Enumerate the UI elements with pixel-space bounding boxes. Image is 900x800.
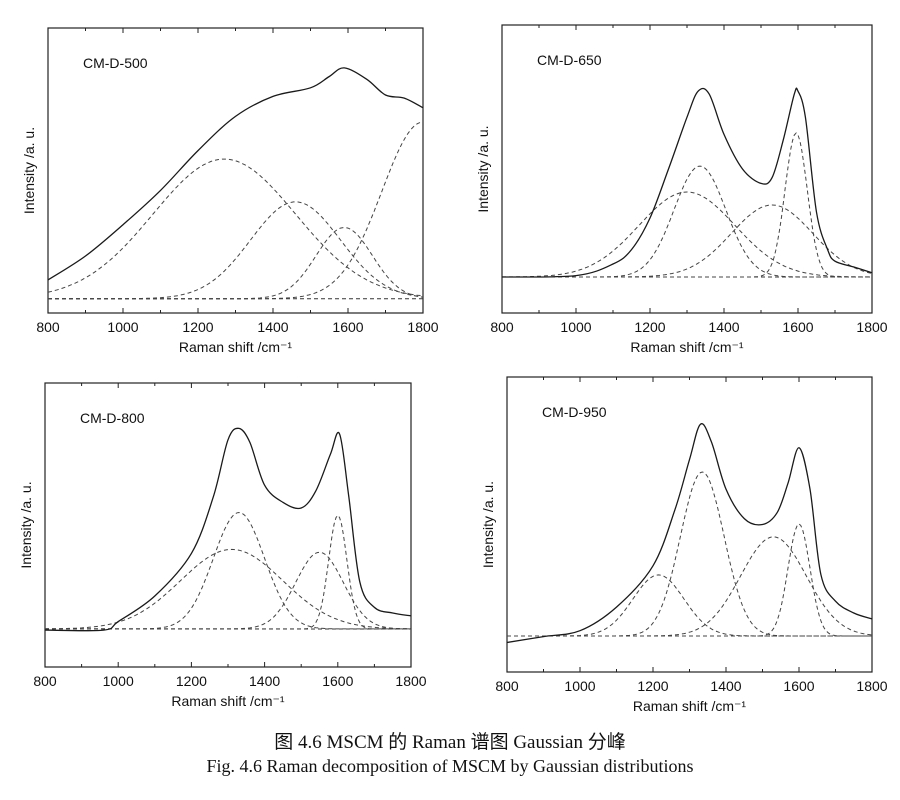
x-tick-label: 1600 <box>783 678 814 694</box>
x-axis-label: Raman shift /cm⁻¹ <box>633 698 747 714</box>
measured-spectrum-line <box>44 427 412 632</box>
gaussian-component-4 <box>48 121 424 300</box>
chart-panel-cm-d-950: 800 1000 1200 1400 1600 1800 Raman shift /cm⁻¹… <box>480 376 888 714</box>
gaussian-component-3 <box>45 551 411 630</box>
x-tick-label: 1400 <box>710 678 741 694</box>
x-axis-label: Raman shift /cm⁻¹ <box>630 339 744 355</box>
gaussian-component-4 <box>502 132 872 278</box>
gaussian-component-2 <box>45 548 412 630</box>
chart-panel-cm-d-500: 800 1000 1200 1400 1600 1800 Raman shift /cm⁻¹… <box>21 27 439 355</box>
y-axis-label: Intensity /a. u. <box>21 127 37 214</box>
x-tick-label: 800 <box>33 673 57 689</box>
plot-frame <box>506 376 873 673</box>
gaussian-component-1 <box>507 471 872 637</box>
gaussian-component-3 <box>502 204 873 278</box>
figure-caption-english: Fig. 4.6 Raman decomposition of MSCM by … <box>206 756 694 776</box>
x-tick-label: 1200 <box>637 678 668 694</box>
y-axis-label: Intensity /a. u. <box>475 125 491 212</box>
x-tick-label: 800 <box>36 319 60 335</box>
x-tick-label: 1600 <box>322 673 353 689</box>
x-tick-label: 1800 <box>395 673 426 689</box>
x-tick-label: 1800 <box>407 319 438 335</box>
x-tick-label: 1800 <box>856 678 887 694</box>
measured-spectrum-line <box>506 423 873 644</box>
gaussian-component-1 <box>47 158 424 297</box>
plot-frame <box>501 24 873 314</box>
x-tick-label: 1000 <box>560 319 591 335</box>
panel-title: CM-D-650 <box>537 52 602 68</box>
figure-caption-chinese: 图 4.6 MSCM 的 Raman 谱图 Gaussian 分峰 <box>274 732 626 753</box>
x-tick-label: 1400 <box>249 673 280 689</box>
x-tick-label: 1000 <box>103 673 134 689</box>
gaussian-component-4 <box>45 514 411 630</box>
y-axis-label: Intensity /a. u. <box>18 481 34 568</box>
x-tick-label: 1000 <box>107 319 138 335</box>
panel-title: CM-D-950 <box>542 404 607 420</box>
x-tick-label: 1800 <box>856 319 887 335</box>
y-axis-label: Intensity /a. u. <box>480 481 496 568</box>
x-tick-label: 800 <box>495 678 519 694</box>
gaussian-component-3 <box>507 536 873 637</box>
x-tick-label: 1000 <box>564 678 595 694</box>
x-axis-label: Raman shift /cm⁻¹ <box>179 339 293 355</box>
gaussian-component-2 <box>48 201 424 300</box>
x-tick-label: 1200 <box>182 319 213 335</box>
panel-title: CM-D-800 <box>80 410 145 426</box>
x-tick-label: 800 <box>490 319 514 335</box>
measured-spectrum-line <box>501 87 873 278</box>
x-tick-label: 1600 <box>782 319 813 335</box>
x-tick-label: 1200 <box>176 673 207 689</box>
panel-title: CM-D-500 <box>83 55 148 71</box>
gaussian-component-2 <box>507 574 872 637</box>
gaussian-component-4 <box>507 523 872 637</box>
gaussian-component-2 <box>502 191 872 278</box>
chart-panel-cm-d-650: 800 1000 1200 1400 1600 1800 Raman shift /cm⁻¹… <box>475 24 888 355</box>
x-axis-label: Raman shift /cm⁻¹ <box>171 693 285 709</box>
x-tick-label: 1600 <box>332 319 363 335</box>
chart-panel-cm-d-800: 800 1000 1200 1400 1600 1800 Raman shift /cm⁻¹… <box>18 382 427 709</box>
gaussian-component-3 <box>48 226 424 300</box>
gaussian-component-1 <box>502 165 872 278</box>
measured-spectrum-line <box>47 67 424 281</box>
x-tick-label: 1400 <box>257 319 288 335</box>
x-tick-label: 1200 <box>634 319 665 335</box>
gaussian-component-1 <box>45 511 411 630</box>
x-tick-label: 1400 <box>708 319 739 335</box>
